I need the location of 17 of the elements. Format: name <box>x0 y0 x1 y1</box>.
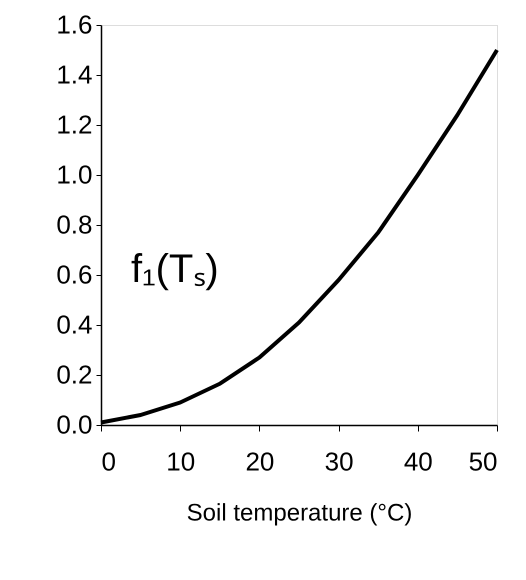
y-tick-label: 1.0 <box>56 160 92 190</box>
y-tick-label: 1.4 <box>56 60 92 90</box>
y-tick-label: 0.6 <box>56 260 92 290</box>
y-tick-label: 0.0 <box>56 410 92 440</box>
y-tick-label: 0.8 <box>56 210 92 240</box>
x-tick-label: 10 <box>166 446 196 476</box>
x-tick-label: 0 <box>102 446 116 476</box>
y-tick-label: 0.4 <box>56 310 92 340</box>
annotation: f₁(Tₛ) <box>131 247 219 291</box>
x-tick-label: 40 <box>404 446 433 476</box>
y-tick-label: 1.6 <box>56 10 92 40</box>
x-tick-label: 30 <box>324 446 354 476</box>
x-tick-label: 50 <box>468 446 498 476</box>
y-tick-label: 0.2 <box>56 360 92 390</box>
x-tick-label: 20 <box>245 446 274 476</box>
x-axis-title: Soil temperature (°C) <box>186 500 412 526</box>
y-tick-label: 1.2 <box>56 110 92 140</box>
